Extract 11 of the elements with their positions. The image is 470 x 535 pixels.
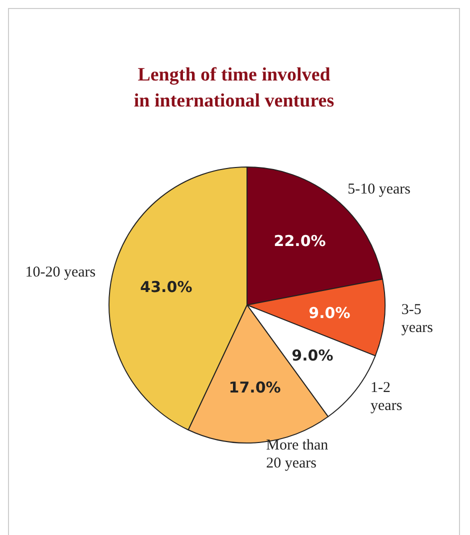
data-label: 43.0%	[140, 278, 192, 296]
chart-title: Length of time involved in international ventures	[134, 64, 334, 112]
slice-label: 5-10 years	[348, 181, 411, 198]
slice-label: 10-20 years	[25, 264, 96, 280]
data-label: 17.0%	[228, 378, 281, 396]
slice-label: 1-2 years	[370, 380, 402, 414]
data-label: 9.0%	[308, 304, 350, 322]
slice-label: 3-5 years	[401, 302, 434, 336]
slice-label: More than 20 years	[266, 437, 332, 472]
data-label: 9.0%	[292, 346, 334, 365]
data-label: 22.0%	[274, 232, 326, 250]
